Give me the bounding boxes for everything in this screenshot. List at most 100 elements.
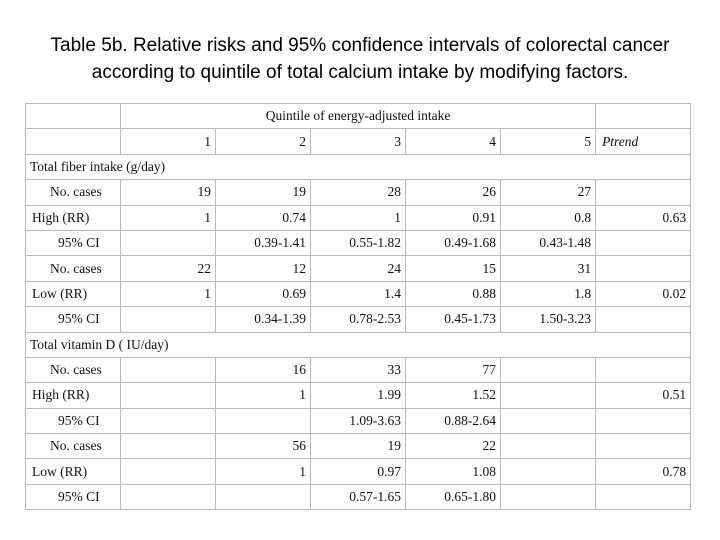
section-label: Total vitamin D ( IU/day): [24, 331, 692, 358]
empty-cell: [120, 433, 216, 460]
cell: 27: [499, 179, 597, 206]
empty-cell: [120, 458, 216, 485]
cell: 0.8: [499, 204, 597, 231]
row-label: No. cases: [25, 255, 121, 282]
row-label: 95% CI: [25, 229, 121, 257]
row-label: High (RR): [25, 204, 121, 231]
column-header: 3: [310, 128, 406, 155]
cell: 24: [310, 255, 406, 282]
data-row: 95% CI 0.39-1.41 0.55-1.82 0.49-1.68 0.43-1.…: [25, 229, 692, 257]
cell: 0.88: [405, 280, 501, 308]
data-row: 95% CI 1.09-3.63 0.88-2.64: [25, 407, 692, 435]
cell: 0.34-1.39: [215, 306, 311, 333]
data-row: Low (RR) 1 0.97 1.08 0.78: [25, 458, 692, 485]
cell: 0.78: [595, 458, 692, 485]
cell: 1: [120, 280, 216, 308]
cell: 1: [215, 382, 311, 409]
section-row: Total vitamin D ( IU/day): [24, 331, 692, 358]
data-row: No. cases 16 33 77: [25, 356, 692, 384]
empty-cell: [499, 407, 597, 435]
empty-cell: [595, 483, 692, 511]
row-label: No. cases: [25, 356, 121, 384]
data-row: Low (RR) 1 0.69 1.4 0.88 1.8 0.02: [25, 280, 692, 308]
row-label: No. cases: [25, 433, 121, 460]
cell: 12: [215, 255, 311, 282]
data-row: 95% CI 0.34-1.39 0.78-2.53 0.45-1.73 1.50-3.…: [25, 306, 692, 333]
empty-cell: [499, 458, 597, 485]
cell: 1.99: [310, 382, 406, 409]
data-row: No. cases 22 12 24 15 31: [25, 255, 692, 282]
cell: 0.97: [310, 458, 406, 485]
cell: 15: [405, 255, 501, 282]
row-label: Low (RR): [25, 458, 121, 485]
cell: 22: [120, 255, 216, 282]
empty-cell: [215, 407, 311, 435]
empty-cell: [595, 433, 692, 460]
column-header: 1: [120, 128, 216, 155]
cell: 19: [310, 433, 406, 460]
cell: 1.8: [499, 280, 597, 308]
cell: 0.63: [595, 204, 692, 231]
section-row: Total fiber intake (g/day): [24, 153, 692, 181]
cell: 0.55-1.82: [310, 229, 406, 257]
cell: 1.52: [405, 382, 501, 409]
empty-cell: [120, 229, 216, 257]
cell: 0.74: [215, 204, 311, 231]
empty-cell: [120, 407, 216, 435]
data-row: 95% CI 0.57-1.65 0.65-1.80: [25, 483, 692, 511]
cell: 0.02: [595, 280, 692, 308]
cell: 0.57-1.65: [310, 483, 406, 511]
empty-cell: [215, 483, 311, 511]
cell: 19: [120, 179, 216, 206]
data-table: Quintile of energy-adjusted intake 1 2 3 4 5 P…: [24, 102, 692, 511]
cell: 26: [405, 179, 501, 206]
cell: 33: [310, 356, 406, 384]
section-label: Total fiber intake (g/day): [24, 153, 692, 181]
cell: 1: [120, 204, 216, 231]
row-label: 95% CI: [25, 306, 121, 333]
row-label: Low (RR): [25, 280, 121, 308]
cell: 1.4: [310, 280, 406, 308]
empty-cell: [595, 255, 692, 282]
group-header: Quintile of energy-adjusted intake: [119, 102, 597, 130]
table-body: Quintile of energy-adjusted intake 1 2 3 4 5 P…: [24, 102, 692, 511]
empty-cell: [499, 433, 597, 460]
cell: 56: [215, 433, 311, 460]
empty-cell: [120, 306, 216, 333]
cell: 0.39-1.41: [215, 229, 311, 257]
header-row: Quintile of energy-adjusted intake: [25, 102, 692, 130]
row-label: 95% CI: [25, 407, 121, 435]
empty-cell: [595, 179, 692, 206]
cell: 0.69: [215, 280, 311, 308]
data-row: High (RR) 1 0.74 1 0.91 0.8 0.63: [25, 204, 692, 231]
column-header: 5: [499, 128, 597, 155]
cell: 19: [215, 179, 311, 206]
empty-cell: [25, 128, 121, 155]
cell: 0.45-1.73: [405, 306, 501, 333]
cell: 1.08: [405, 458, 501, 485]
empty-cell: [499, 483, 597, 511]
data-row: No. cases 56 19 22: [25, 433, 692, 460]
cell: 16: [215, 356, 311, 384]
empty-cell: [499, 382, 597, 409]
cell: 0.88-2.64: [405, 407, 501, 435]
cell: 0.49-1.68: [405, 229, 501, 257]
cell: 31: [499, 255, 597, 282]
column-header: 2: [215, 128, 311, 155]
empty-cell: [120, 483, 216, 511]
empty-cell: [120, 382, 216, 409]
header-row: 1 2 3 4 5 Ptrend: [25, 128, 692, 155]
cell: 1: [215, 458, 311, 485]
empty-cell: [595, 306, 692, 333]
empty-cell: [120, 356, 216, 384]
empty-cell: [595, 356, 692, 384]
cell: 0.65-1.80: [405, 483, 501, 511]
cell: 77: [405, 356, 501, 384]
cell: 0.51: [595, 382, 692, 409]
cell: 1.50-3.23: [499, 306, 597, 333]
empty-cell: [595, 229, 692, 257]
cell: 22: [405, 433, 501, 460]
data-row: No. cases 19 19 28 26 27: [25, 179, 692, 206]
